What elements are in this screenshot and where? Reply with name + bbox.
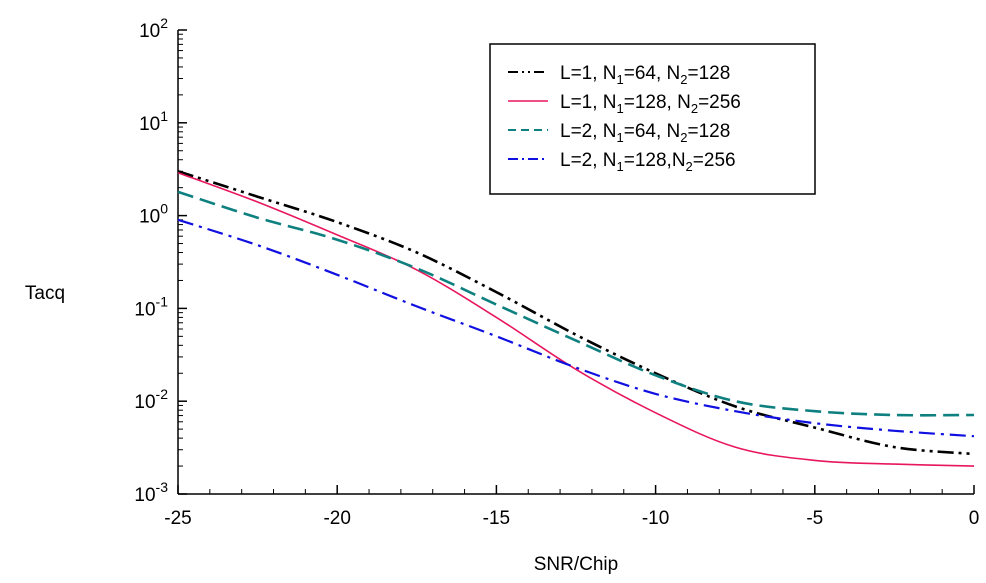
x-tick-label: 0	[969, 508, 980, 529]
legend-label-2: L=1, N1=128, N2=256	[560, 92, 741, 116]
series-layer	[177, 170, 975, 467]
axes: -25 -20 -15 -10 -5 0 10-3 10-2 10-1 100 101 102	[134, 15, 979, 529]
y-tick-label: 10-2	[134, 386, 168, 413]
x-tick-label: -5	[806, 508, 823, 529]
series-line-3	[177, 190, 975, 417]
legend: L=1, N1=64, N2=128 L=1, N1=128, N2=256 L=2…	[489, 43, 816, 195]
y-tick-label: 101	[139, 108, 168, 135]
y-tick-label: 10-1	[134, 293, 168, 320]
series-line-4	[177, 218, 975, 438]
x-tick-label: -20	[323, 508, 350, 529]
y-axis-title: Tacq	[25, 283, 65, 304]
x-tick-label: -15	[483, 508, 510, 529]
legend-label-4: L=2, N1=128,N2=256	[560, 150, 736, 174]
x-tick-label: -10	[642, 508, 669, 529]
legend-label-1: L=1, N1=64, N2=128	[560, 63, 730, 87]
y-tick-label: 10-3	[134, 479, 168, 506]
x-axis-title: SNR/Chip	[534, 554, 618, 575]
series-line-2	[177, 171, 975, 467]
y-tick-label: 100	[139, 201, 168, 228]
y-tick-label: 102	[139, 15, 168, 42]
x-tick-label: -25	[164, 508, 191, 529]
legend-label-3: L=2, N1=64, N2=128	[560, 121, 730, 145]
legend-box	[489, 43, 816, 195]
series-line-1	[177, 170, 975, 456]
